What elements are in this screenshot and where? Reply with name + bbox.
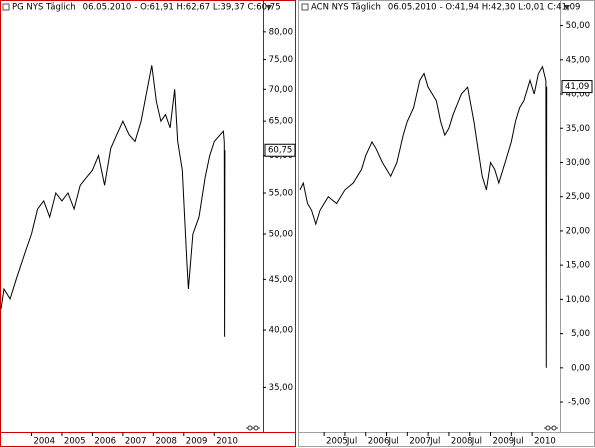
y-tick-label: 25,00 <box>566 192 590 202</box>
y-tick-label: 15,00 <box>566 261 590 271</box>
chart-date: 06.05.2010 <box>83 3 132 13</box>
x-tick-label: Jul <box>346 437 357 447</box>
y-tick-label: -5,00 <box>568 398 590 408</box>
last-price-label: 60,75 <box>268 146 292 156</box>
x-tick-label: 2005 <box>64 437 86 447</box>
y-tick-label: 0,00 <box>571 363 590 373</box>
x-tick-label: Jul <box>471 437 482 447</box>
last-price-box <box>561 80 593 94</box>
y-tick-label: 5,00 <box>571 329 590 339</box>
y-tick-label: 50,00 <box>269 230 293 240</box>
x-tick-label: 2006 <box>94 437 116 447</box>
last-price-box <box>264 143 296 157</box>
y-tick-label: 70,00 <box>269 85 293 95</box>
y-tick-label: 30,00 <box>566 158 590 168</box>
ohlc-info: - O:61,91 H:62,67 L:39,37 C:60,75 <box>134 3 280 13</box>
ohlc-info: - O:41,94 H:42,30 L:0,01 C:41,09 <box>440 3 581 13</box>
y-tick-label: 55,00 <box>269 189 293 199</box>
x-tick-label: 2010 <box>534 437 556 447</box>
price-line <box>299 65 548 368</box>
x-tick-label: Jul <box>512 437 523 447</box>
y-tick-label: 10,00 <box>566 295 590 305</box>
y-tick-label: 35,00 <box>269 383 293 393</box>
x-tick-label: 2009 <box>493 437 515 447</box>
x-tick-label: 2009 <box>186 437 208 447</box>
y-tick-label: 20,00 <box>566 226 590 236</box>
y-tick-label: 40,00 <box>566 90 590 100</box>
panel-icon[interactable] <box>301 3 309 11</box>
y-tick-label: 75,00 <box>269 55 293 65</box>
x-tick-label: 2006 <box>368 437 390 447</box>
x-tick-label: Jul <box>429 437 440 447</box>
chart-title: ACN NYS Täglich <box>311 3 381 13</box>
zoom-control[interactable] <box>544 425 558 431</box>
x-tick-label: Jul <box>388 437 399 447</box>
y-tick-label: 45,00 <box>269 275 293 285</box>
panel-icon[interactable] <box>2 3 10 11</box>
last-price-label: 41,09 <box>565 82 589 92</box>
x-tick-label: 2004 <box>33 437 55 447</box>
x-tick-label: 2007 <box>409 437 431 447</box>
price-line <box>0 65 226 337</box>
x-tick-label: 2007 <box>125 437 147 447</box>
y-tick-label: 50,00 <box>566 21 590 31</box>
chart-date: 06.05.2010 <box>388 3 437 13</box>
y-tick-label: 40,00 <box>269 326 293 336</box>
y-tick-label: 45,00 <box>566 55 590 65</box>
x-tick-label: 2005 <box>326 437 348 447</box>
x-tick-label: 2008 <box>451 437 473 447</box>
zoom-control[interactable] <box>246 425 260 431</box>
y-tick-label: 35,00 <box>566 124 590 134</box>
panel-frame[interactable] <box>0 0 296 447</box>
y-tick-label: 80,00 <box>269 27 293 37</box>
x-tick-label: 2010 <box>216 437 238 447</box>
x-tick-label: 2008 <box>155 437 177 447</box>
dropdown-arrow[interactable] <box>266 5 272 10</box>
dropdown-arrow[interactable] <box>564 5 570 10</box>
y-tick-label: 65,00 <box>269 117 293 127</box>
chart-title: PG NYS Täglich <box>12 3 76 13</box>
